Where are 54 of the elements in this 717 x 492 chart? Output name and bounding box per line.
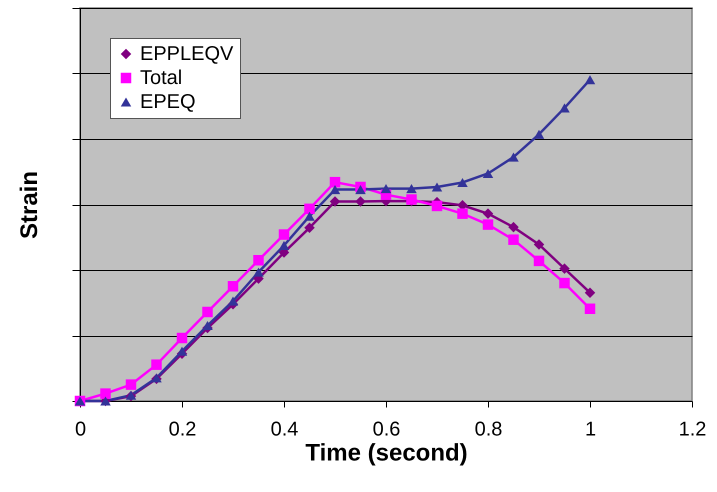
point (253, 268, 264, 277)
point (534, 130, 544, 139)
point (432, 182, 442, 192)
point (304, 204, 315, 214)
point (126, 379, 136, 390)
point (355, 196, 366, 207)
point (508, 152, 519, 162)
point (330, 176, 340, 188)
legend-label: EPPLEQV (140, 43, 234, 65)
point (584, 304, 596, 314)
point (380, 184, 392, 194)
x-tick-label: 0 (74, 418, 86, 440)
point (228, 281, 238, 292)
point (584, 75, 596, 84)
point (559, 263, 570, 274)
x-tick-label: 0.4 (270, 418, 298, 440)
point (457, 178, 468, 188)
point (202, 320, 213, 330)
x-tick-label: 0.2 (168, 418, 196, 440)
point (534, 239, 544, 250)
point (330, 185, 340, 194)
point (406, 184, 417, 194)
point (584, 287, 596, 298)
point (330, 196, 340, 207)
point (432, 200, 442, 212)
point (278, 240, 290, 250)
point (176, 332, 188, 344)
point (278, 229, 290, 240)
point (355, 185, 366, 194)
point (100, 388, 111, 399)
point (457, 208, 468, 219)
point (482, 168, 494, 178)
point (228, 296, 238, 306)
point (482, 219, 494, 230)
point (559, 278, 570, 288)
point (482, 208, 494, 219)
y-axis-title: Strain (16, 170, 43, 240)
point (151, 359, 162, 370)
legend-label: EPEQ (140, 91, 196, 113)
point (534, 256, 544, 266)
x-tick-label: 0.6 (372, 418, 400, 440)
x-tick-label: 1 (584, 418, 596, 440)
point (508, 222, 519, 232)
point (304, 212, 315, 221)
legend-label: Total (140, 67, 182, 89)
point (176, 346, 188, 356)
x-tick-label: 1.2 (678, 418, 706, 440)
point (508, 234, 519, 245)
x-axis-title: Time (second) (305, 440, 468, 466)
point (304, 222, 315, 234)
point (253, 255, 264, 266)
point (559, 103, 570, 112)
x-tick-label: 0.8 (474, 418, 502, 440)
point (202, 306, 213, 318)
